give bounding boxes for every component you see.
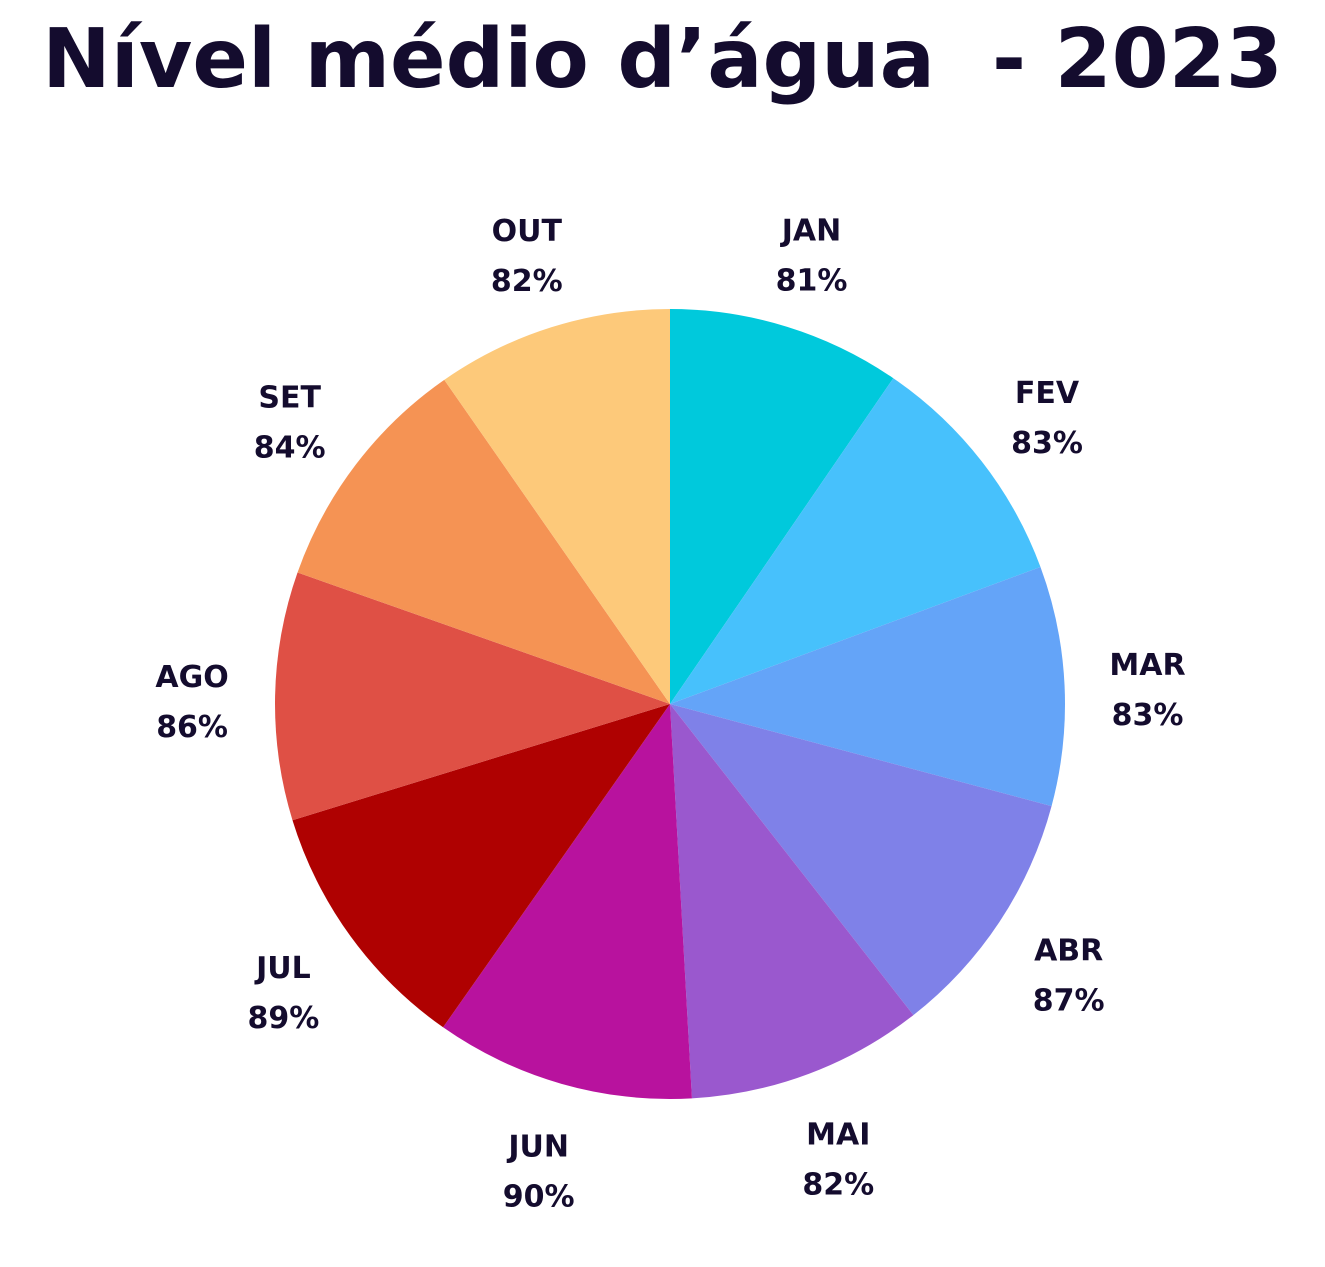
slice-label-jun: JUN xyxy=(506,1130,569,1165)
slice-label-ago: AGO xyxy=(155,660,228,695)
pie-slice-fev xyxy=(670,378,1041,704)
pie-slice-set xyxy=(297,379,670,704)
slice-label-jan: JAN xyxy=(780,213,842,248)
pie-slice-jun xyxy=(443,704,692,1100)
slice-label-mai: MAI xyxy=(806,1117,870,1152)
pie-slice-jul xyxy=(292,704,670,1028)
pie-slice-ago xyxy=(275,572,670,821)
slice-label-jul: JUL xyxy=(254,951,311,986)
slice-value-ago: 86% xyxy=(156,710,228,745)
slice-label-mar: MAR xyxy=(1109,648,1185,683)
slice-value-jun: 90% xyxy=(503,1180,575,1215)
pie-slices xyxy=(275,309,1066,1100)
slice-label-fev: FEV xyxy=(1015,376,1080,411)
pie-slice-abr xyxy=(670,704,1052,1016)
slice-label-out: OUT xyxy=(492,214,563,249)
slice-value-jul: 89% xyxy=(247,1001,319,1036)
chart-title: Nível médio d’água - 2023 xyxy=(42,12,1283,107)
slice-value-mai: 82% xyxy=(802,1167,874,1202)
pie-slice-mar xyxy=(670,566,1066,807)
pie-slice-out xyxy=(444,309,670,704)
slice-labels: JAN 81% FEV 83% MAR 83% ABR 87% MAI 82% JUN 90% JUL 8… xyxy=(155,213,1185,1214)
slice-value-fev: 83% xyxy=(1011,426,1083,461)
slice-value-set: 84% xyxy=(254,430,326,465)
slice-value-abr: 87% xyxy=(1033,984,1105,1019)
pie-slice-jan xyxy=(670,309,894,704)
slice-label-set: SET xyxy=(258,380,321,415)
slice-value-jan: 81% xyxy=(776,263,848,298)
slice-value-mar: 83% xyxy=(1112,698,1184,733)
slice-value-out: 82% xyxy=(491,264,563,299)
pie-slice-mai xyxy=(670,704,914,1099)
slice-label-abr: ABR xyxy=(1034,934,1103,969)
